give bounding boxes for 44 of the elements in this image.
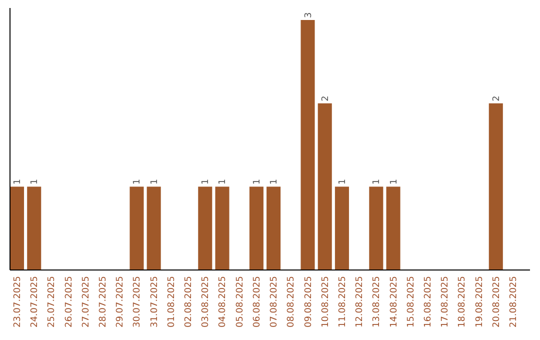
x-tick-label: 20.08.2025 — [492, 276, 502, 328]
x-tick-label: 16.08.2025 — [423, 276, 434, 328]
data-label: 1 — [150, 178, 160, 185]
x-tick-label: 17.08.2025 — [440, 276, 451, 328]
data-label: 1 — [201, 178, 212, 185]
x-tick-label: 08.08.2025 — [286, 276, 297, 328]
data-label: 1 — [372, 178, 382, 185]
x-tick-label: 19.08.2025 — [474, 276, 485, 328]
x-tick-label: 03.08.2025 — [201, 276, 212, 328]
data-label: 1 — [132, 178, 143, 185]
data-label: 1 — [252, 178, 262, 185]
x-tick-label: 10.08.2025 — [320, 276, 331, 328]
x-tick-label: 28.07.2025 — [98, 276, 109, 328]
x-tick-label: 18.08.2025 — [458, 276, 468, 328]
x-tick-label: 29.07.2025 — [116, 276, 126, 328]
x-tick-label: 05.08.2025 — [235, 276, 246, 328]
x-tick-label: 07.08.2025 — [270, 276, 280, 328]
x-tick-label: 02.08.2025 — [184, 276, 194, 328]
x-tick-label: 21.08.2025 — [508, 276, 519, 328]
data-label: 1 — [218, 178, 228, 185]
x-tick-label: 09.08.2025 — [304, 276, 314, 328]
x-tick-label: 01.08.2025 — [166, 276, 177, 328]
x-tick-label: 23.07.2025 — [13, 276, 24, 328]
data-label: 1 — [13, 178, 24, 185]
x-tick-label: 13.08.2025 — [372, 276, 382, 328]
data-label: 1 — [30, 178, 40, 185]
x-tick-label: 04.08.2025 — [218, 276, 228, 328]
x-tick-label: 11.08.2025 — [338, 276, 348, 328]
data-label: 1 — [338, 178, 348, 185]
x-tick-label: 26.07.2025 — [64, 276, 74, 328]
x-tick-label: 30.07.2025 — [132, 276, 143, 328]
x-tick-label: 27.07.2025 — [81, 276, 92, 328]
x-tick-label: 24.07.2025 — [30, 276, 40, 328]
x-tick-label: 14.08.2025 — [389, 276, 400, 328]
data-label: 2 — [492, 96, 502, 102]
data-label: 2 — [320, 96, 331, 102]
x-tick-label: 15.08.2025 — [406, 276, 416, 328]
x-tick-label: 06.08.2025 — [252, 276, 262, 328]
data-label: 1 — [389, 178, 400, 185]
x-tick-label: 12.08.2025 — [355, 276, 366, 328]
data-label: 1 — [270, 178, 280, 185]
x-tick-label: 31.07.2025 — [150, 276, 160, 328]
data-label: 3 — [304, 12, 314, 18]
x-tick-label: 25.07.2025 — [47, 276, 58, 328]
